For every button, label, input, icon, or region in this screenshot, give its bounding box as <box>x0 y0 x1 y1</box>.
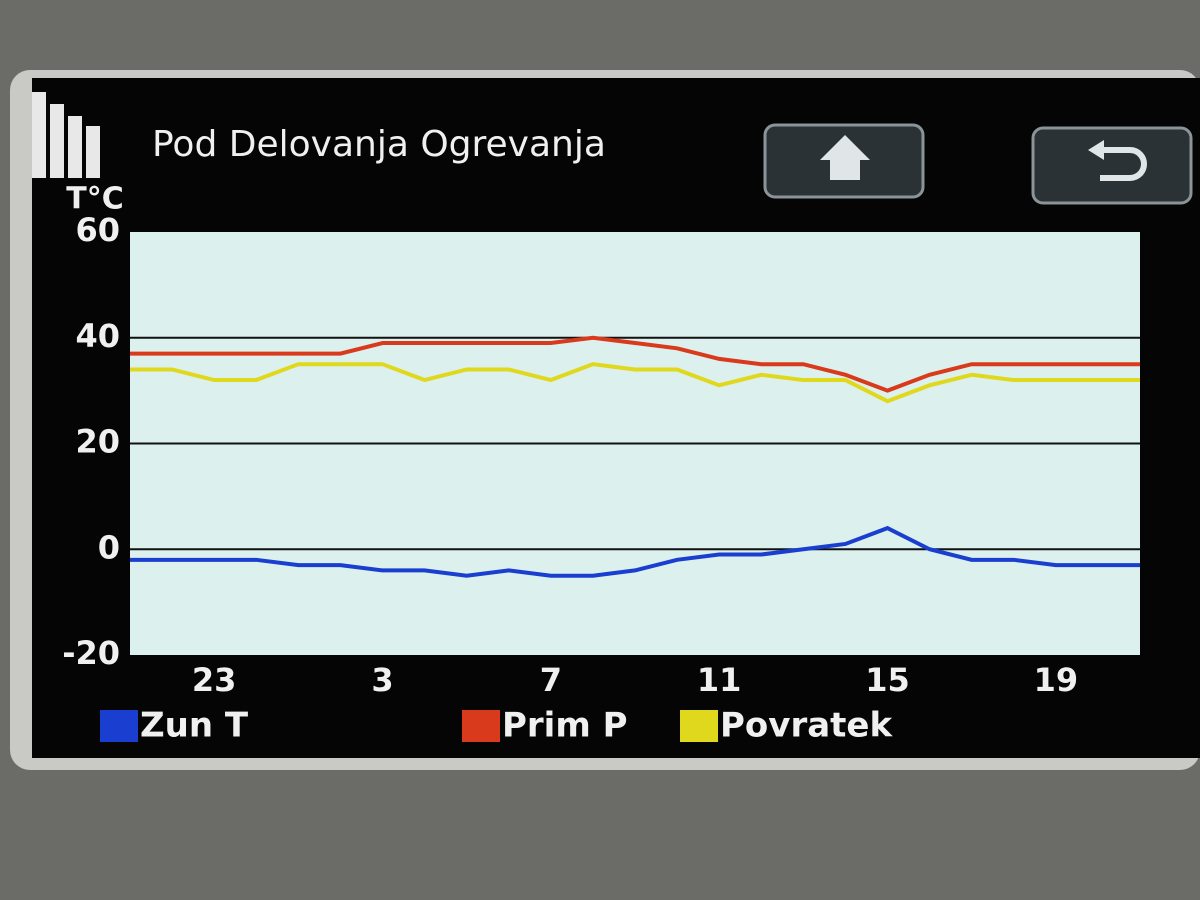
x-tick-label: 23 <box>192 661 237 699</box>
y-tick-label: 60 <box>75 211 120 249</box>
legend-swatch <box>462 710 500 742</box>
y-tick-label: -20 <box>62 634 120 672</box>
home-button[interactable] <box>763 123 925 199</box>
x-tick-label: 11 <box>697 661 742 699</box>
legend-label: Povratek <box>720 706 893 746</box>
chart-icon <box>32 92 100 178</box>
chart-title: Pod Delovanja Ogrevanja <box>152 124 606 165</box>
back-button[interactable] <box>1031 126 1193 205</box>
x-tick-label: 19 <box>1034 661 1079 699</box>
series-line <box>130 362 1140 404</box>
x-tick-label: 3 <box>371 661 393 699</box>
legend-swatch <box>100 710 138 742</box>
legend-swatch <box>680 710 718 742</box>
legend-label: Zun T <box>140 706 249 746</box>
x-tick-label: 15 <box>865 661 910 699</box>
y-tick-label: 0 <box>98 528 120 566</box>
y-axis-label: T°C <box>66 182 123 217</box>
y-tick-label: 20 <box>75 423 120 461</box>
x-tick-label: 7 <box>540 661 562 699</box>
series-line <box>130 525 1140 578</box>
y-tick-label: 40 <box>75 317 120 355</box>
legend-label: Prim P <box>502 706 628 746</box>
series-line <box>130 335 1140 393</box>
